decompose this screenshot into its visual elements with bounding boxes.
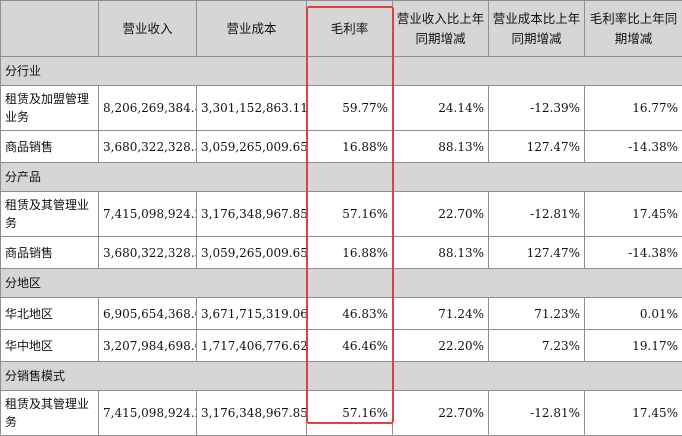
cell-cost-change: -12.39% <box>489 86 585 131</box>
cell-cost: 3,176,348,967.85 <box>197 192 307 237</box>
cell-cost: 1,717,406,776.62 <box>197 330 307 362</box>
cell-revenue: 8,206,269,384.81 <box>99 86 197 131</box>
row-name: 华北地区 <box>1 298 99 330</box>
cell-revenue: 3,680,322,328.31 <box>99 131 197 163</box>
header-row: 营业收入 营业成本 毛利率 营业收入比上年同期增减 营业成本比上年同期增减 毛利… <box>1 1 682 57</box>
table-row: 商品销售 3,680,322,328.31 3,059,265,009.65 1… <box>1 131 682 163</box>
cell-cost: 3,671,715,319.06 <box>197 298 307 330</box>
section-row: 分产品 <box>1 163 682 192</box>
cell-cost: 3,301,152,863.11 <box>197 86 307 131</box>
cell-revenue: 6,905,654,368.04 <box>99 298 197 330</box>
cell-revenue: 7,415,098,924.22 <box>99 391 197 436</box>
header-cell-cost: 营业成本 <box>197 1 307 57</box>
row-name: 华中地区 <box>1 330 99 362</box>
cell-margin: 46.46% <box>307 330 393 362</box>
cell-revenue-change: 22.70% <box>393 391 489 436</box>
cell-revenue-change: 71.24% <box>393 298 489 330</box>
cell-cost: 3,059,265,009.65 <box>197 237 307 269</box>
cell-cost-change: 127.47% <box>489 237 585 269</box>
cell-cost-change: 7.23% <box>489 330 585 362</box>
table-row: 华北地区 6,905,654,368.04 3,671,715,319.06 4… <box>1 298 682 330</box>
header-cell-revenue-change: 营业收入比上年同期增减 <box>393 1 489 57</box>
cell-margin: 59.77% <box>307 86 393 131</box>
cell-margin-change: -14.38% <box>585 237 682 269</box>
cell-revenue-change: 24.14% <box>393 86 489 131</box>
cell-cost-change: -12.81% <box>489 391 585 436</box>
cell-cost-change: 127.47% <box>489 131 585 163</box>
cell-margin-change: 17.45% <box>585 192 682 237</box>
row-name: 租赁及加盟管理业务 <box>1 86 99 131</box>
section-row: 分销售模式 <box>1 362 682 391</box>
header-cell-margin-change: 毛利率比上年同期增减 <box>585 1 682 57</box>
cell-margin: 46.83% <box>307 298 393 330</box>
cell-cost: 3,059,265,009.65 <box>197 131 307 163</box>
cell-cost-change: 71.23% <box>489 298 585 330</box>
cell-margin: 57.16% <box>307 192 393 237</box>
cell-margin-change: -14.38% <box>585 131 682 163</box>
section-row: 分地区 <box>1 269 682 298</box>
cell-margin-change: 17.45% <box>585 391 682 436</box>
section-title: 分行业 <box>1 57 682 86</box>
section-title: 分地区 <box>1 269 682 298</box>
table-row: 租赁及加盟管理业务 8,206,269,384.81 3,301,152,863… <box>1 86 682 131</box>
cell-revenue-change: 22.70% <box>393 192 489 237</box>
cell-revenue: 3,207,984,698.65 <box>99 330 197 362</box>
cell-revenue-change: 22.20% <box>393 330 489 362</box>
table-row: 华中地区 3,207,984,698.65 1,717,406,776.62 4… <box>1 330 682 362</box>
row-name: 租赁及其管理业务 <box>1 391 99 436</box>
section-title: 分产品 <box>1 163 682 192</box>
cell-margin: 16.88% <box>307 131 393 163</box>
row-name: 商品销售 <box>1 237 99 269</box>
cell-cost: 3,176,348,967.85 <box>197 391 307 436</box>
row-name: 商品销售 <box>1 131 99 163</box>
cell-revenue-change: 88.13% <box>393 237 489 269</box>
cell-margin-change: 0.01% <box>585 298 682 330</box>
cell-margin: 57.16% <box>307 391 393 436</box>
table-row: 商品销售 3,680,322,328.31 3,059,265,009.65 1… <box>1 237 682 269</box>
section-title: 分销售模式 <box>1 362 682 391</box>
row-name: 租赁及其管理业务 <box>1 192 99 237</box>
header-cell-revenue: 营业收入 <box>99 1 197 57</box>
cell-margin: 16.88% <box>307 237 393 269</box>
table-row: 租赁及其管理业务 7,415,098,924.22 3,176,348,967.… <box>1 192 682 237</box>
cell-margin-change: 19.17% <box>585 330 682 362</box>
cell-margin-change: 16.77% <box>585 86 682 131</box>
cell-revenue: 7,415,098,924.22 <box>99 192 197 237</box>
cell-revenue: 3,680,322,328.31 <box>99 237 197 269</box>
cell-revenue-change: 88.13% <box>393 131 489 163</box>
header-cell-cost-change: 营业成本比上年同期增减 <box>489 1 585 57</box>
cell-cost-change: -12.81% <box>489 192 585 237</box>
table-row: 租赁及其管理业务 7,415,098,924.22 3,176,348,967.… <box>1 391 682 436</box>
section-row: 分行业 <box>1 57 682 86</box>
header-cell-blank <box>1 1 99 57</box>
header-cell-margin: 毛利率 <box>307 1 393 57</box>
